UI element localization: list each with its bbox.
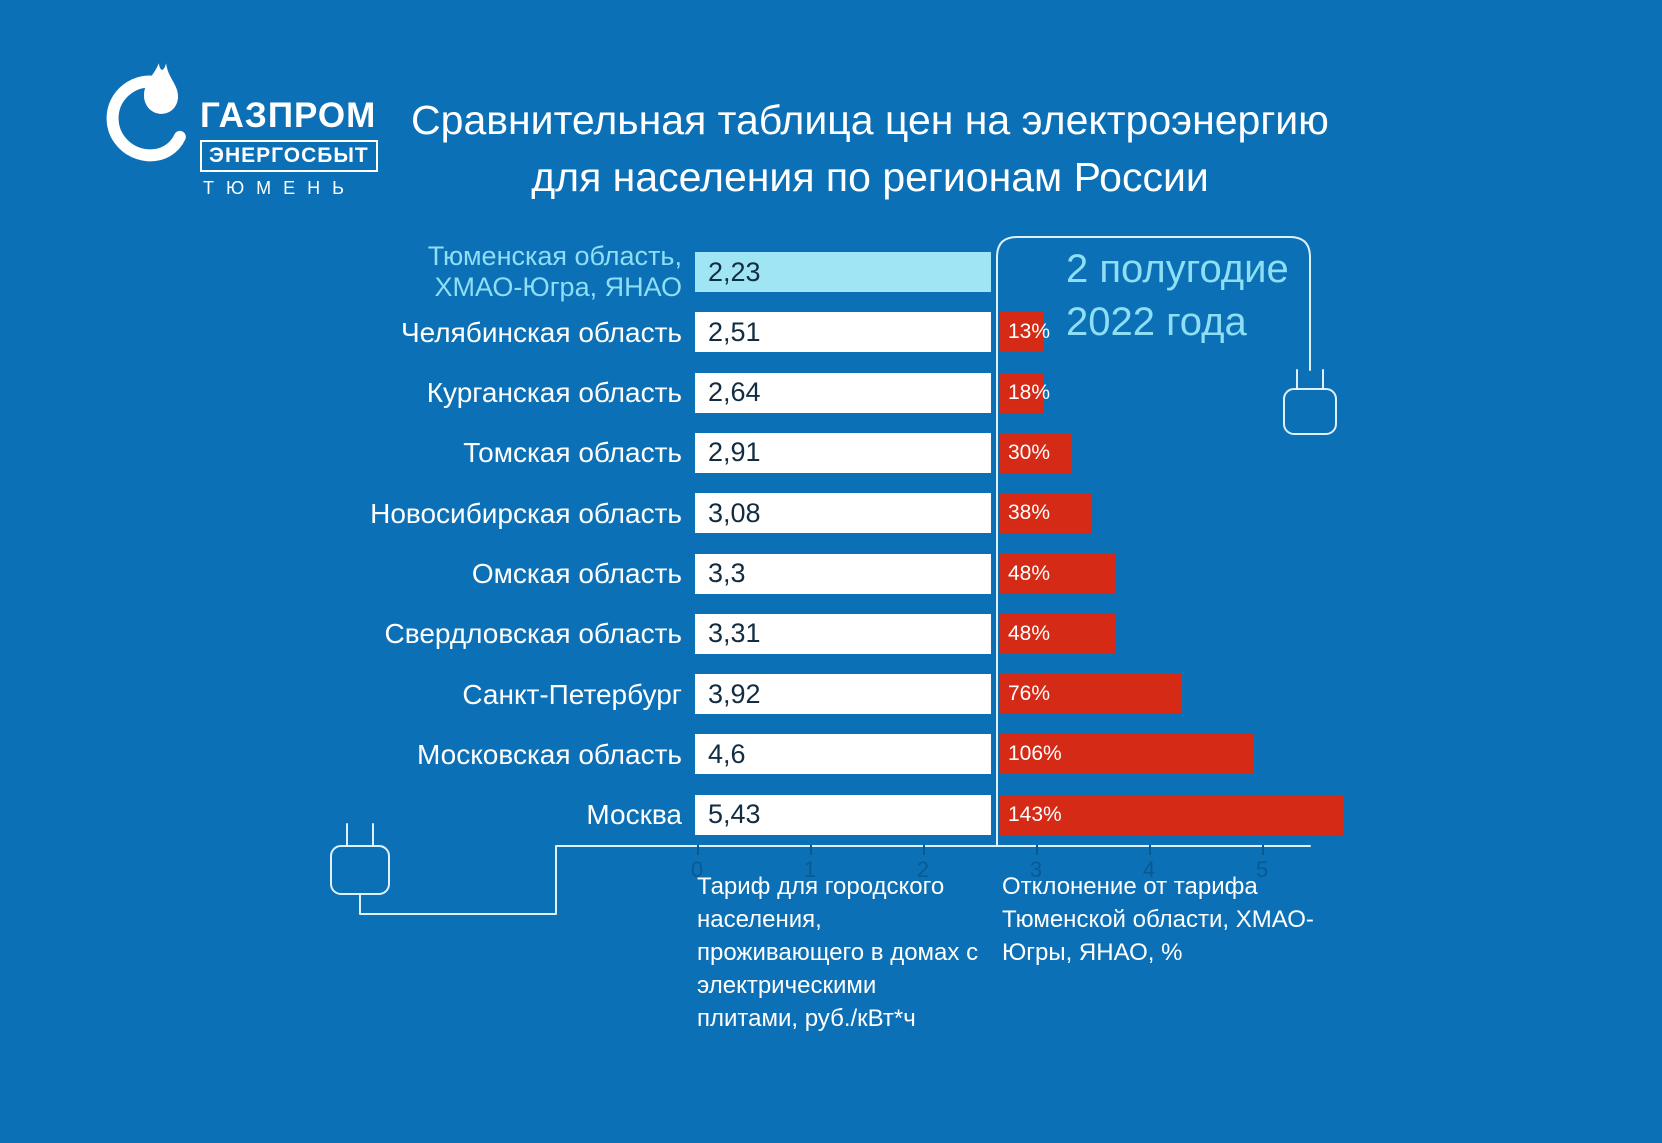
chart-row: Санкт-Петербург 3,92 76% — [0, 674, 1662, 715]
chart-row: Тюменская область, ХМАО-Югра, ЯНАО 2,23 — [0, 241, 1662, 302]
axis-tick-mark — [1036, 845, 1038, 855]
region-label: Челябинская область — [401, 316, 682, 348]
region-label: Курганская область — [426, 377, 682, 409]
region-label: Санкт-Петербург — [462, 678, 682, 710]
deviation-bar: 18% — [1000, 372, 1050, 413]
deviation-bar: 30% — [1000, 432, 1072, 473]
tariff-value-bar: 2,64 — [695, 372, 991, 413]
region-label: Омская область — [471, 558, 682, 589]
axis-tick-label: 4 — [1142, 857, 1156, 882]
tariff-value-bar: 3,31 — [695, 613, 991, 654]
axis-tick-mark — [810, 845, 812, 855]
axis-tick-mark — [1262, 845, 1264, 855]
logo-brand: ГАЗПРОМ — [200, 96, 377, 135]
chart-row: Томская область 2,91 30% — [0, 432, 1662, 473]
title-line-2: для населения по регионам России — [531, 154, 1209, 200]
region-label: Томская область — [463, 437, 682, 469]
chart-row: Москва 5,43 143% — [0, 794, 1662, 835]
chart-row: Новосибирская область 3,08 38% — [0, 493, 1662, 534]
tariff-value-bar: 2,23 — [695, 252, 991, 292]
plug-right-icon — [1283, 369, 1337, 435]
gazprom-flame-icon — [106, 63, 186, 162]
period-label: 2 полугодие 2022 года — [1066, 243, 1289, 349]
deviation-bar: 143% — [1000, 794, 1344, 835]
tariff-value-bar: 2,91 — [695, 432, 991, 473]
chart-row: Московская область 4,6 106% — [0, 734, 1662, 775]
deviation-bar: 13% — [1000, 312, 1050, 353]
cable-line — [359, 845, 1311, 915]
axis-tick-label: 5 — [1255, 857, 1269, 882]
footnote-tariff: Тариф для городского населения, проживаю… — [697, 873, 979, 1032]
tariff-value-bar: 3,3 — [695, 553, 991, 594]
axis-tick-label: 2 — [916, 857, 930, 882]
chart-row: Челябинская область 2,51 13% — [0, 312, 1662, 353]
region-label: Московская область — [417, 738, 682, 770]
chart-row: Курганская область 2,64 18% — [0, 372, 1662, 413]
axis-tick-label: 1 — [803, 857, 817, 882]
tariff-value-bar: 5,43 — [695, 794, 991, 835]
region-label: Новосибирская область — [370, 497, 682, 529]
period-box-outline — [996, 236, 1311, 846]
tariff-value-bar: 4,6 — [695, 734, 991, 775]
logo: ГАЗПРОМ ЭНЕРГОСБЫТ ТЮМЕНЬ — [98, 58, 378, 199]
region-label: Москва — [586, 799, 682, 831]
chart-row: Свердловская область 3,31 48% — [0, 613, 1662, 654]
chart-title: Сравнительная таблица цен на электроэнер… — [330, 92, 1410, 206]
region-label: Свердловская область — [384, 618, 682, 650]
axis-tick-mark — [923, 845, 925, 855]
period-line-2: 2022 года — [1066, 300, 1247, 344]
logo-sub: ЭНЕРГОСБЫТ — [200, 140, 378, 172]
logo-text: ГАЗПРОМ ЭНЕРГОСБЫТ ТЮМЕНЬ — [200, 58, 378, 199]
period-line-1: 2 полугодие — [1066, 247, 1289, 291]
chart-row: Омская область 3,3 48% — [0, 553, 1662, 594]
deviation-bar: 106% — [1000, 734, 1255, 775]
g-swirl-shape — [106, 75, 186, 162]
deviation-bar: 48% — [1000, 613, 1116, 654]
axis-tick-label: 0 — [690, 857, 704, 882]
axis-tick-mark — [697, 845, 699, 855]
deviation-bar: 48% — [1000, 553, 1116, 594]
tariff-value-bar: 3,08 — [695, 493, 991, 534]
footnote-deviation: Отклонение от тарифа Тюменской области, … — [1002, 873, 1314, 966]
logo-city: ТЮМЕНЬ — [203, 178, 356, 198]
deviation-bar: 76% — [1000, 674, 1183, 715]
deviation-bar: 38% — [1000, 493, 1092, 534]
title-line-1: Сравнительная таблица цен на электроэнер… — [411, 97, 1329, 143]
axis-tick-label: 3 — [1029, 857, 1043, 882]
region-label: Тюменская область, ХМАО-Югра, ЯНАО — [427, 241, 682, 302]
tariff-value-bar: 3,92 — [695, 674, 991, 715]
tariff-value-bar: 2,51 — [695, 312, 991, 353]
axis-tick-mark — [1149, 845, 1151, 855]
